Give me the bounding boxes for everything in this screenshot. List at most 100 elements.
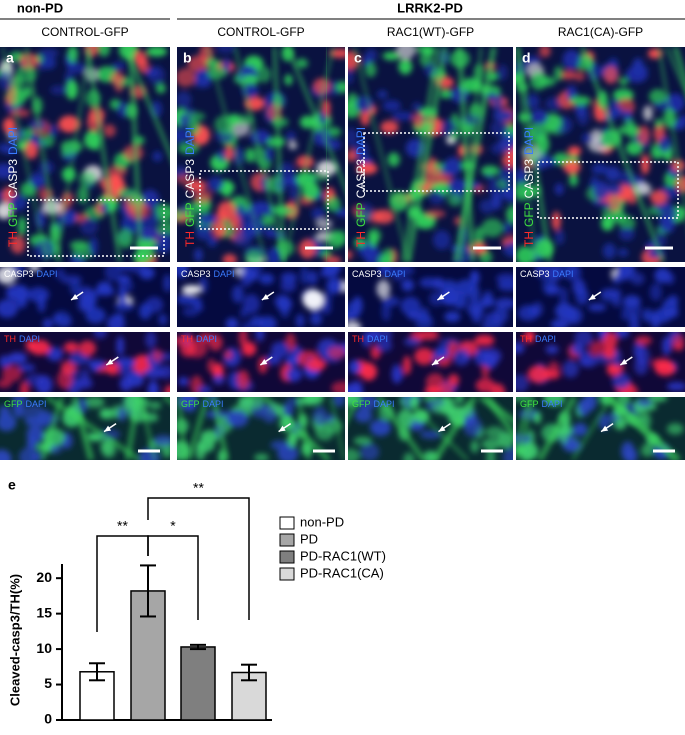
cell <box>8 352 27 364</box>
stain-label: TH GFP CASP3 DAPI <box>183 127 197 247</box>
neurite <box>25 47 62 262</box>
cell <box>641 154 650 175</box>
cell <box>155 83 166 94</box>
cell <box>352 296 363 315</box>
cell <box>277 162 295 180</box>
cell <box>572 423 588 437</box>
cell <box>360 362 377 381</box>
neurite <box>580 47 665 262</box>
cell <box>360 109 371 126</box>
cell <box>229 214 241 230</box>
arrow-head <box>601 425 609 432</box>
cell <box>497 64 508 81</box>
cell <box>312 406 328 426</box>
cell <box>634 357 648 375</box>
cell <box>439 383 454 392</box>
stain-word: TH <box>183 231 197 247</box>
cell <box>207 236 218 248</box>
cell <box>307 270 318 285</box>
panel-label: c <box>354 50 362 66</box>
cell <box>2 144 16 154</box>
micrograph <box>348 332 513 392</box>
micrograph <box>516 267 685 327</box>
cell <box>502 132 513 150</box>
legend-swatch <box>279 533 295 547</box>
cell <box>402 355 412 375</box>
cell <box>147 65 166 85</box>
micrograph <box>177 332 345 392</box>
cell <box>377 89 388 99</box>
cell <box>369 418 392 435</box>
cell <box>223 350 233 360</box>
cell <box>348 65 354 85</box>
cells <box>177 47 345 262</box>
cell <box>105 166 127 178</box>
cell <box>617 248 629 257</box>
cell <box>494 297 513 309</box>
cell <box>401 278 414 292</box>
cell <box>264 227 277 238</box>
arrow-head <box>431 359 439 365</box>
cell <box>212 374 225 385</box>
cell <box>422 166 443 186</box>
cell <box>520 442 539 460</box>
cell <box>109 173 120 193</box>
cell <box>431 402 446 414</box>
cell <box>329 280 340 294</box>
cell <box>207 176 224 192</box>
cell <box>0 413 17 432</box>
cell <box>391 111 414 121</box>
cell <box>93 332 108 339</box>
cell <box>28 176 46 186</box>
cell <box>299 115 316 129</box>
cell <box>539 47 551 58</box>
cell <box>0 379 12 388</box>
neurite <box>128 47 144 262</box>
cell <box>194 303 204 312</box>
cells <box>516 47 685 262</box>
cell <box>463 416 483 437</box>
cell <box>447 193 463 207</box>
stain-word: CASP3 <box>4 269 34 279</box>
cell <box>480 296 495 308</box>
neurite <box>40 397 64 460</box>
cell <box>501 152 513 168</box>
cell <box>104 267 121 282</box>
stain-label: CASP3 DAPI <box>352 269 406 279</box>
y-tick-label: 10 <box>36 640 52 656</box>
cell <box>637 125 650 145</box>
stain-label: GFP DAPI <box>181 399 224 409</box>
cell <box>179 113 190 129</box>
stain-word: DAPI <box>37 269 58 279</box>
cell <box>425 373 445 392</box>
micrograph <box>0 332 170 392</box>
cell <box>151 349 163 362</box>
cell <box>145 296 164 313</box>
cell <box>469 270 480 285</box>
cell <box>217 201 236 221</box>
stain-word: DAPI <box>214 269 235 279</box>
arrow-head <box>106 359 114 365</box>
cell <box>214 115 235 135</box>
neurite <box>45 397 141 460</box>
cell <box>516 397 531 403</box>
cell <box>190 375 203 392</box>
cell <box>391 363 402 384</box>
stain-word: GFP <box>4 399 23 409</box>
cell <box>424 386 441 392</box>
neurite <box>460 47 483 262</box>
cell <box>139 215 153 229</box>
neurite <box>285 47 345 192</box>
cell <box>460 77 482 93</box>
cell <box>654 360 676 376</box>
cell <box>178 376 189 386</box>
panel-label: a <box>6 50 14 66</box>
cell <box>302 397 324 405</box>
neurite <box>453 47 497 262</box>
cells <box>348 397 513 460</box>
cells <box>516 332 685 392</box>
neurite <box>478 397 513 424</box>
cell <box>382 51 401 61</box>
cell <box>577 398 591 417</box>
